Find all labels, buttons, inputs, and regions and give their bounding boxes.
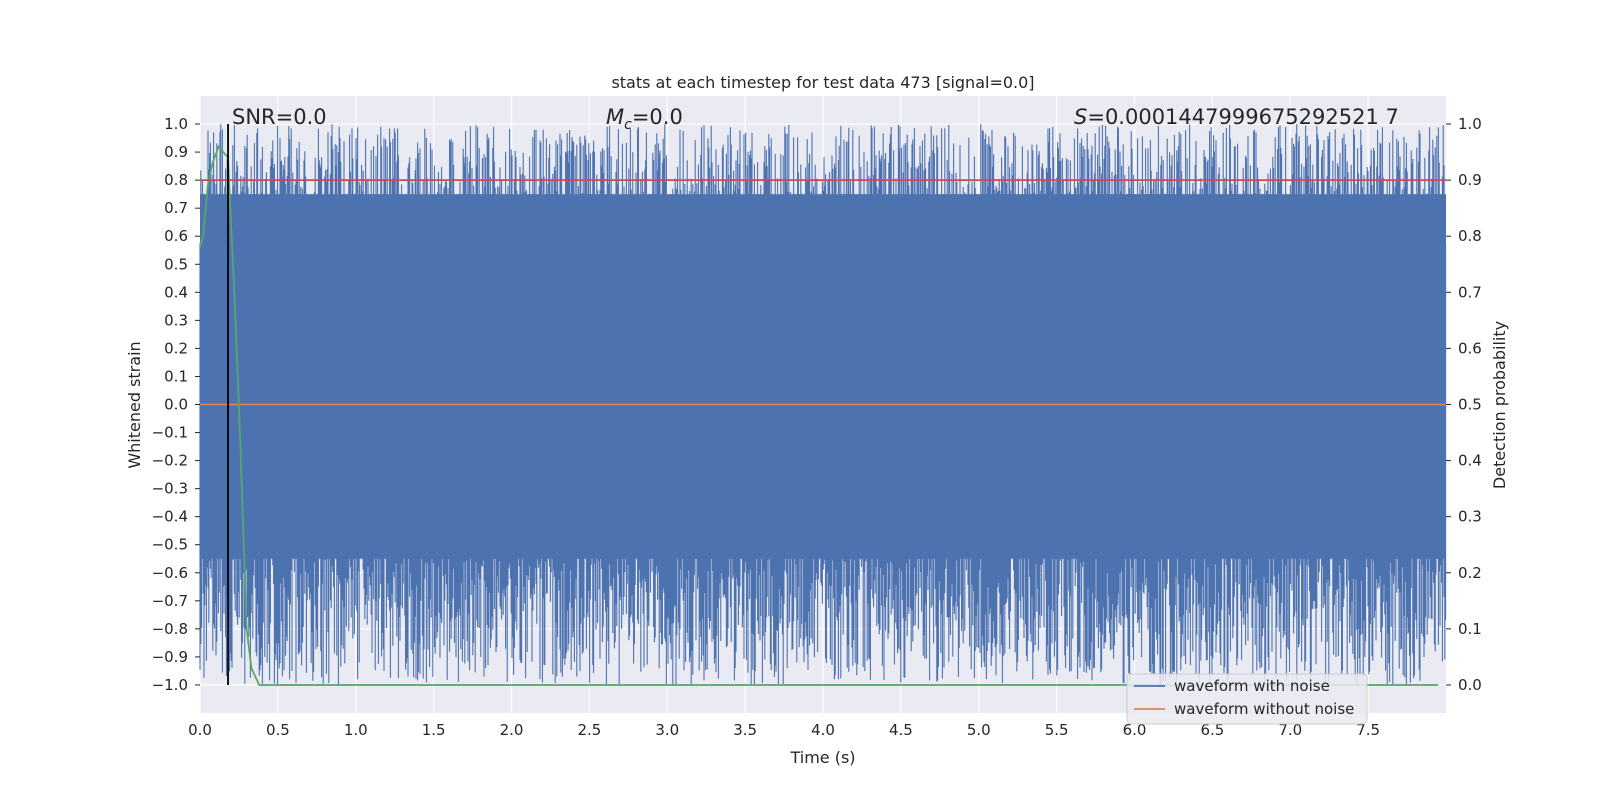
mc-value: =0.0 xyxy=(632,105,683,129)
x-tick-label: 6.0 xyxy=(1123,721,1147,739)
x-tick-label: 4.0 xyxy=(811,721,835,739)
y-tick-label: 0.9 xyxy=(164,143,188,161)
y2-tick-label: 1.0 xyxy=(1458,115,1482,133)
y-tick-label: −0.6 xyxy=(152,564,188,582)
legend-box xyxy=(1126,673,1368,725)
snr-annotation: SNR=0.0 xyxy=(232,105,327,129)
x-tick-label: 1.0 xyxy=(344,721,368,739)
y2-tick-label: 0.4 xyxy=(1458,452,1482,470)
y2-tick-label: 0.8 xyxy=(1458,227,1482,245)
x-tick-label: 0.5 xyxy=(266,721,290,739)
x-tick-label: 5.5 xyxy=(1045,721,1069,739)
x-tick-label: 7.0 xyxy=(1278,721,1302,739)
x-axis-title: Time (s) xyxy=(789,748,855,767)
y-tick-label: −0.3 xyxy=(152,480,188,498)
s-value: =0.0001447999675292521 7 xyxy=(1087,105,1399,129)
y-tick-label: −0.4 xyxy=(152,508,188,526)
x-tick-label: 6.5 xyxy=(1200,721,1224,739)
y-tick-label: 1.0 xyxy=(164,115,188,133)
x-tick-label: 4.5 xyxy=(889,721,913,739)
x-tick-label: 3.5 xyxy=(733,721,757,739)
y-tick-label: 0.2 xyxy=(164,339,188,357)
y2-tick-label: 0.2 xyxy=(1458,564,1482,582)
y-tick-label: 0.0 xyxy=(164,396,188,414)
tick-layer: 0.0 0.5 1.0 1.5 2.0 2.5 3.0 3.5 4.0 4.5 5.0 5.5 6.0 6… xyxy=(152,115,1482,739)
y2-tick-label: 0.1 xyxy=(1458,620,1482,638)
x-tick-label: 2.5 xyxy=(577,721,601,739)
y-tick-label: 0.5 xyxy=(164,255,188,273)
y-axis-title: Whitened strain xyxy=(125,341,144,468)
y2-axis-title: Detection probability xyxy=(1490,321,1509,489)
y-tick-label: 0.3 xyxy=(164,311,188,329)
series-detection-probability xyxy=(199,144,1439,686)
y2-tick-label: 0.7 xyxy=(1458,283,1482,301)
y-tick-label: −0.7 xyxy=(152,592,188,610)
chart-title: stats at each timestep for test data 473… xyxy=(611,73,1034,92)
y-tick-label: −0.2 xyxy=(152,452,188,470)
line-layer xyxy=(199,124,1446,686)
y-tick-label: 0.6 xyxy=(164,227,188,245)
x-tick-label: 3.0 xyxy=(655,721,679,739)
series-waveform-with-noise xyxy=(199,124,1447,685)
y-tick-label: −0.8 xyxy=(152,620,188,638)
mc-annotation: Mc=0.0 xyxy=(606,105,683,133)
x-tick-label: 1.5 xyxy=(422,721,446,739)
y-tick-label: −0.9 xyxy=(152,648,188,666)
y-tick-label: 0.8 xyxy=(164,171,188,189)
y-tick-label: 0.4 xyxy=(164,283,188,301)
x-tick-label: 5.0 xyxy=(967,721,991,739)
legend-label-clean: waveform without noise xyxy=(1174,700,1354,718)
x-tick-label: 7.5 xyxy=(1356,721,1380,739)
y2-tick-label: 0.0 xyxy=(1458,676,1482,694)
y2-tick-label: 0.5 xyxy=(1458,396,1482,414)
mc-subscript: c xyxy=(624,117,632,133)
s-annotation: S=0.0001447999675292521 7 xyxy=(1074,105,1399,129)
noise-layer xyxy=(199,124,1447,685)
legend-label-noise: waveform with noise xyxy=(1174,677,1330,695)
y-tick-label: −0.1 xyxy=(152,424,188,442)
y-tick-label: −1.0 xyxy=(152,676,188,694)
y2-tick-label: 0.3 xyxy=(1458,508,1482,526)
y2-tick-label: 0.6 xyxy=(1458,339,1482,357)
y2-tick-label: 0.9 xyxy=(1458,171,1482,189)
y-tick-label: 0.7 xyxy=(164,199,188,217)
y-tick-label: −0.5 xyxy=(152,536,188,554)
mc-symbol: M xyxy=(606,105,624,129)
s-symbol: S xyxy=(1074,105,1087,129)
x-tick-label: 2.0 xyxy=(500,721,524,739)
x-tick-label: 0.0 xyxy=(188,721,212,739)
y-tick-label: 0.1 xyxy=(164,367,188,385)
legend: waveform with noise waveform without noi… xyxy=(1126,673,1368,725)
